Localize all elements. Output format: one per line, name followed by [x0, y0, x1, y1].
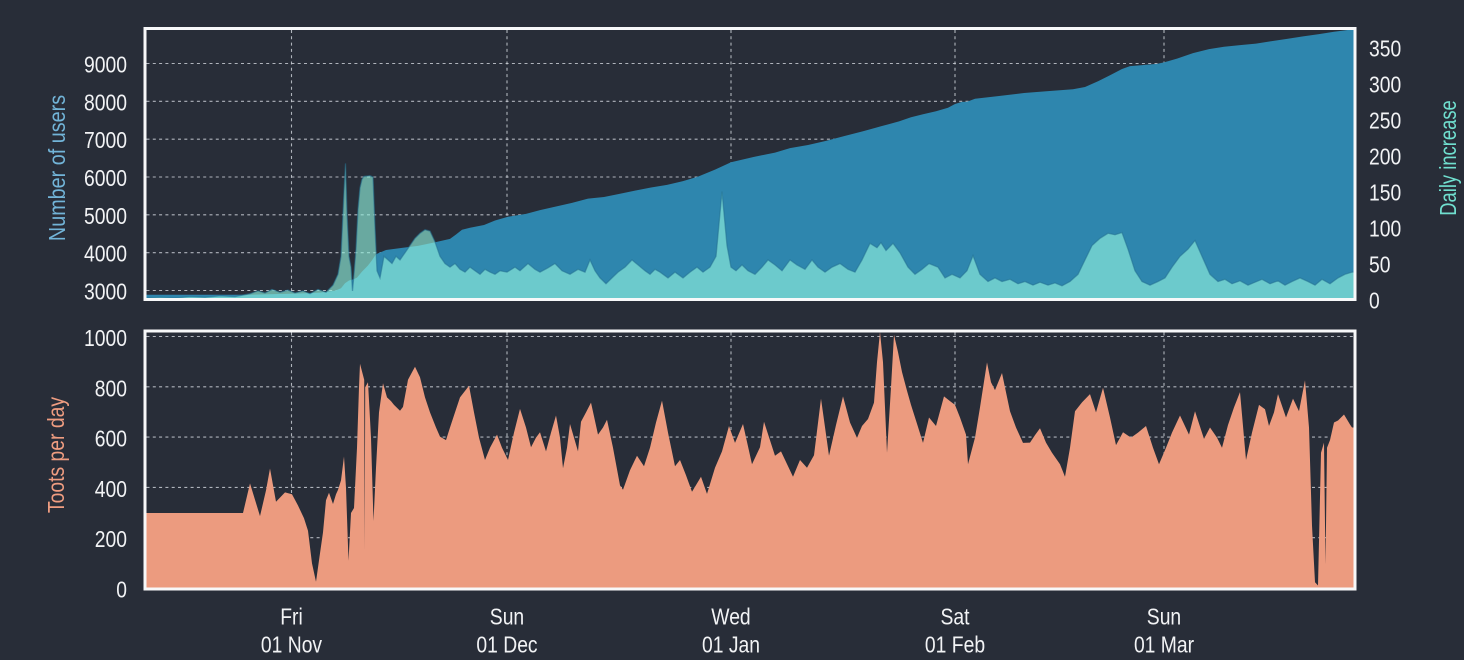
svg-text:200: 200 — [1369, 144, 1401, 170]
svg-text:350: 350 — [1369, 36, 1401, 62]
svg-text:7000: 7000 — [84, 127, 127, 153]
svg-text:Sun: Sun — [490, 604, 524, 630]
svg-text:01 Dec: 01 Dec — [476, 632, 537, 658]
svg-text:300: 300 — [1369, 72, 1401, 98]
svg-text:400: 400 — [95, 476, 127, 502]
svg-text:Fri: Fri — [280, 604, 303, 630]
svg-text:200: 200 — [95, 526, 127, 552]
svg-text:250: 250 — [1369, 108, 1401, 134]
svg-text:Sun: Sun — [1147, 604, 1181, 630]
svg-text:Number of users: Number of users — [44, 95, 70, 241]
svg-text:5000: 5000 — [84, 203, 127, 229]
svg-text:100: 100 — [1369, 216, 1401, 242]
svg-text:Toots per day: Toots per day — [43, 397, 69, 513]
svg-text:8000: 8000 — [84, 89, 127, 115]
svg-text:800: 800 — [95, 375, 127, 401]
svg-text:Wed: Wed — [711, 604, 750, 630]
svg-text:50: 50 — [1369, 252, 1391, 278]
svg-text:Sat: Sat — [941, 604, 971, 630]
svg-text:4000: 4000 — [84, 241, 127, 267]
svg-text:01 Jan: 01 Jan — [702, 632, 760, 658]
svg-text:01 Mar: 01 Mar — [1134, 632, 1194, 658]
svg-text:150: 150 — [1369, 180, 1401, 206]
svg-text:6000: 6000 — [84, 165, 127, 191]
svg-text:01 Feb: 01 Feb — [925, 632, 985, 658]
svg-text:9000: 9000 — [84, 51, 127, 77]
svg-text:0: 0 — [116, 577, 127, 603]
svg-text:600: 600 — [95, 426, 127, 452]
svg-text:Daily increase: Daily increase — [1435, 100, 1461, 216]
svg-text:01 Nov: 01 Nov — [261, 632, 323, 658]
svg-text:0: 0 — [1369, 288, 1380, 314]
svg-text:1000: 1000 — [84, 325, 127, 351]
svg-text:3000: 3000 — [84, 279, 127, 305]
